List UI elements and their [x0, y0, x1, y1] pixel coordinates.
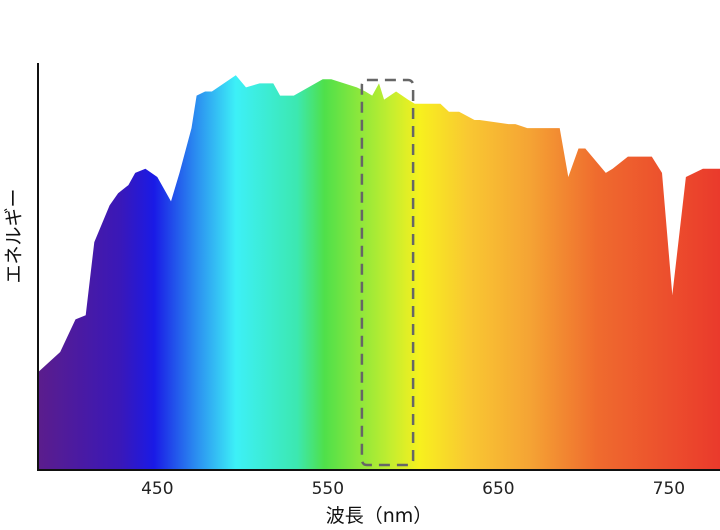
- x-tick-label: 450: [141, 479, 173, 499]
- spectrum-area: [38, 75, 720, 470]
- x-tick-label: 750: [653, 479, 685, 499]
- y-axis-title: エネルギー: [3, 188, 25, 283]
- x-tick-label: 550: [312, 479, 344, 499]
- highlight-box: [360, 78, 415, 467]
- x-tick-labels: 450 550 650 750: [141, 479, 685, 499]
- x-tick-label: 650: [482, 479, 514, 499]
- x-axis-title: 波長（nm）: [326, 505, 433, 527]
